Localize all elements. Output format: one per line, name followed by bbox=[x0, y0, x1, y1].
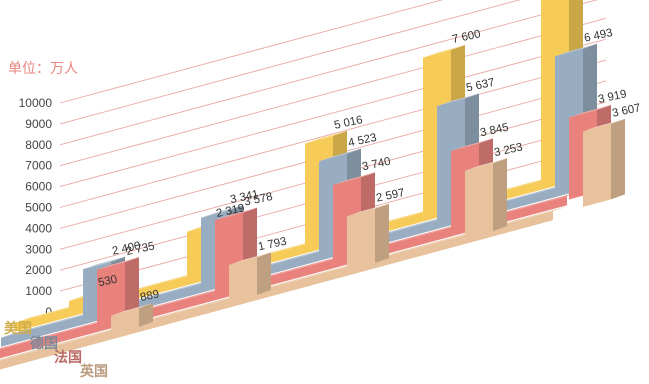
data-label: 5 016 bbox=[333, 114, 364, 132]
bar bbox=[97, 262, 125, 327]
bar-top bbox=[83, 256, 125, 270]
bar-top bbox=[465, 158, 507, 171]
grid-line bbox=[59, 17, 607, 167]
bar bbox=[229, 257, 257, 303]
y-tick-label: 4000 bbox=[25, 221, 52, 235]
bar bbox=[465, 163, 493, 239]
data-label: 4 523 bbox=[347, 132, 378, 150]
bar-top bbox=[215, 207, 257, 221]
bar bbox=[111, 308, 139, 335]
y-tick-label: 8000 bbox=[25, 138, 52, 152]
bar-side bbox=[611, 118, 625, 200]
data-label: 2 400 bbox=[111, 240, 142, 258]
bar-top bbox=[437, 93, 479, 107]
bar-side bbox=[125, 257, 139, 320]
bar-top bbox=[333, 172, 375, 185]
data-label: 6 493 bbox=[583, 27, 614, 45]
data-label: 2 735 bbox=[125, 240, 156, 258]
data-label: 2 597 bbox=[375, 187, 406, 205]
bar-side bbox=[493, 158, 507, 232]
y-tick-label: 2000 bbox=[25, 263, 52, 277]
y-tick-label: 9000 bbox=[25, 117, 52, 131]
data-label: 3 740 bbox=[361, 156, 392, 174]
data-label: 889 bbox=[139, 288, 160, 304]
bar-top bbox=[583, 118, 625, 132]
unit-label: 单位：万人 bbox=[8, 60, 78, 76]
y-tick-label: 5000 bbox=[25, 201, 52, 215]
bar-top bbox=[229, 252, 271, 265]
legend-label: 法国 bbox=[54, 349, 82, 365]
grid-line bbox=[59, 38, 607, 188]
grid-line bbox=[59, 0, 599, 146]
bar-top bbox=[347, 203, 389, 217]
bar bbox=[583, 123, 611, 207]
grid-line bbox=[59, 59, 607, 208]
bar-top bbox=[555, 43, 597, 57]
bar-top bbox=[305, 130, 347, 144]
y-axis: 单位：万人 0 1000 2000 3000 4000 5000 6000 7000 8000 90… bbox=[8, 60, 78, 319]
data-label: 3 578 bbox=[243, 191, 274, 209]
data-label: 7 600 bbox=[451, 28, 482, 46]
grid-line bbox=[59, 0, 444, 104]
bar-side bbox=[375, 203, 389, 264]
y-tick-label: 1000 bbox=[25, 284, 52, 298]
legend-label: 美国 bbox=[4, 320, 32, 336]
bars bbox=[69, 0, 625, 335]
bar-side bbox=[139, 303, 153, 327]
bar-top bbox=[569, 104, 611, 118]
y-tick-label: 0 bbox=[45, 305, 52, 319]
y-tick-label: 10000 bbox=[19, 96, 53, 110]
platform-front bbox=[0, 211, 553, 370]
bar-top bbox=[97, 257, 139, 270]
bar-top bbox=[111, 303, 153, 316]
bar-top bbox=[423, 45, 465, 58]
data-label: 3 845 bbox=[479, 122, 510, 140]
data-label: 3 919 bbox=[597, 88, 628, 106]
data-label: 530 bbox=[97, 274, 118, 290]
legend-label: 德国 bbox=[30, 335, 58, 351]
y-tick-label: 7000 bbox=[25, 159, 52, 173]
data-label: 3 607 bbox=[611, 102, 642, 120]
y-tick-label: 6000 bbox=[25, 180, 52, 194]
data-label: 3 253 bbox=[493, 141, 524, 159]
bar-top bbox=[201, 205, 243, 218]
grid-line bbox=[59, 0, 521, 125]
data-label: 3 341 bbox=[229, 188, 260, 206]
bar-top bbox=[319, 148, 361, 162]
data-label: 5 637 bbox=[465, 77, 496, 95]
data-label: 1 793 bbox=[257, 236, 288, 254]
data-label: 2 319 bbox=[215, 202, 246, 220]
bar-top bbox=[451, 138, 493, 151]
y-tick-label: 3000 bbox=[25, 242, 52, 256]
legend-label: 英国 bbox=[79, 363, 108, 379]
bar-side bbox=[257, 252, 271, 295]
bar bbox=[347, 208, 375, 271]
